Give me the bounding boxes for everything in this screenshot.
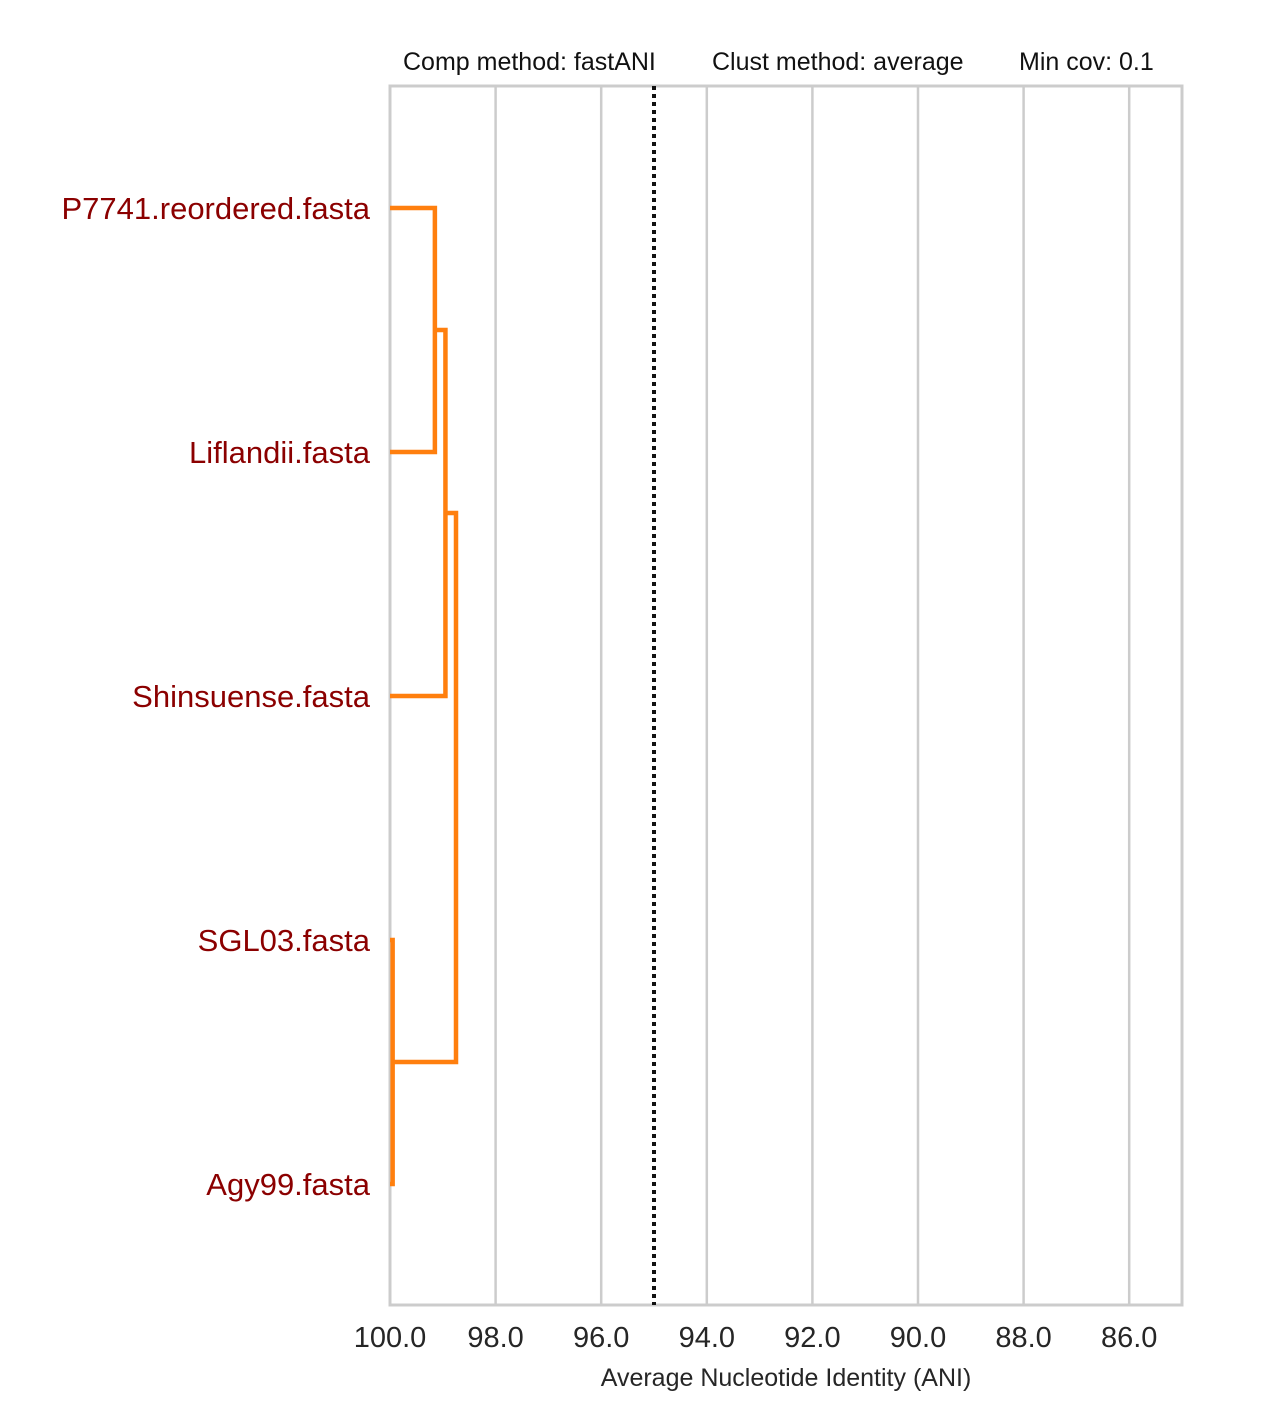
x-tick-label: 88.0 bbox=[995, 1322, 1051, 1354]
x-tick-labels: 100.0 98.0 96.0 94.0 92.0 90.0 88.0 86.0 bbox=[354, 1322, 1158, 1354]
min-cov-label: Min cov: 0.1 bbox=[1019, 48, 1154, 76]
leaf-label: Shinsuense.fasta bbox=[132, 679, 371, 714]
leaf-label: P7741.reordered.fasta bbox=[62, 191, 371, 226]
leaf-labels: P7741.reordered.fasta Liflandii.fasta Shin… bbox=[62, 191, 371, 1202]
leaf-label: SGL03.fasta bbox=[198, 923, 371, 958]
x-axis-title: Average Nucleotide Identity (ANI) bbox=[601, 1364, 972, 1392]
x-tick-label: 86.0 bbox=[1101, 1322, 1157, 1354]
plot-frame bbox=[388, 84, 1184, 1307]
dendrogram-link bbox=[390, 205, 438, 455]
x-tick-label: 96.0 bbox=[573, 1322, 629, 1354]
x-tick-label: 98.0 bbox=[467, 1322, 523, 1354]
dendrogram-links bbox=[390, 205, 459, 1187]
dendrogram-link bbox=[390, 937, 395, 1187]
x-tick-label: 94.0 bbox=[679, 1322, 735, 1354]
x-tick-label: 90.0 bbox=[890, 1322, 946, 1354]
leaf-label: Liflandii.fasta bbox=[189, 435, 371, 470]
clust-method-label: Clust method: average bbox=[712, 48, 964, 76]
grid-lines bbox=[494, 86, 1131, 1305]
dendrogram-link bbox=[392, 510, 459, 1065]
x-tick-label: 100.0 bbox=[354, 1322, 427, 1354]
leaf-label: Agy99.fasta bbox=[206, 1167, 370, 1202]
x-tick-label: 92.0 bbox=[784, 1322, 840, 1354]
comp-method-label: Comp method: fastANI bbox=[403, 48, 656, 76]
